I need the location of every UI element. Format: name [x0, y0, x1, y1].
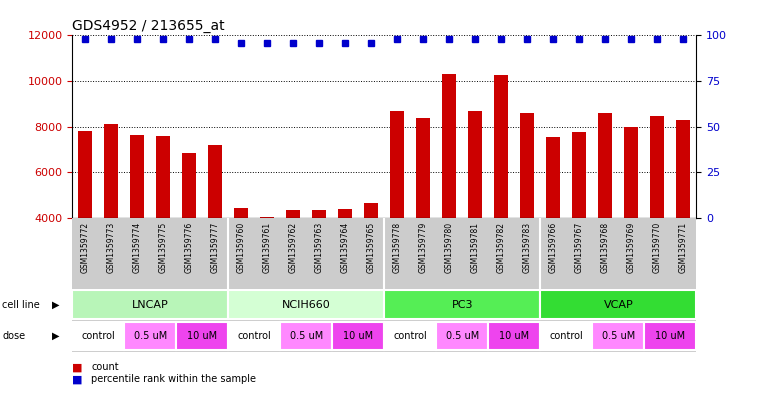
Text: GSM1359761: GSM1359761	[263, 222, 272, 273]
Bar	[624, 127, 638, 218]
Text: GSM1359774: GSM1359774	[133, 222, 142, 273]
Bar	[286, 210, 301, 218]
Bar	[177, 322, 228, 350]
Text: 0.5 uM: 0.5 uM	[602, 331, 635, 341]
Text: GSM1359778: GSM1359778	[393, 222, 402, 273]
Bar	[182, 153, 196, 218]
Bar	[130, 135, 145, 218]
Bar	[260, 217, 275, 218]
Text: GSM1359763: GSM1359763	[315, 222, 323, 273]
Text: dose: dose	[2, 331, 25, 341]
Bar	[540, 322, 592, 350]
Text: 10 uM: 10 uM	[187, 331, 218, 341]
Bar	[234, 208, 248, 218]
Text: GSM1359780: GSM1359780	[445, 222, 454, 273]
Bar	[228, 322, 280, 350]
Text: GSM1359770: GSM1359770	[653, 222, 662, 273]
Bar	[312, 210, 326, 218]
Text: percentile rank within the sample: percentile rank within the sample	[91, 374, 256, 384]
Bar	[592, 322, 645, 350]
Text: GSM1359771: GSM1359771	[679, 222, 688, 273]
Text: GSM1359768: GSM1359768	[601, 222, 610, 273]
Text: control: control	[549, 331, 583, 341]
Text: NCIH660: NCIH660	[282, 299, 331, 310]
Text: 0.5 uM: 0.5 uM	[446, 331, 479, 341]
Text: GSM1359760: GSM1359760	[237, 222, 246, 273]
Bar	[124, 322, 177, 350]
Bar	[72, 322, 124, 350]
Bar	[442, 74, 457, 218]
Bar	[156, 136, 170, 218]
Text: count: count	[91, 362, 119, 373]
Bar	[650, 116, 664, 218]
Bar	[365, 203, 378, 218]
Text: 10 uM: 10 uM	[655, 331, 686, 341]
Text: control: control	[81, 331, 115, 341]
Text: 10 uM: 10 uM	[499, 331, 530, 341]
Text: GSM1359772: GSM1359772	[81, 222, 90, 273]
Bar	[333, 322, 384, 350]
Text: GSM1359762: GSM1359762	[289, 222, 298, 273]
Text: ■: ■	[72, 374, 83, 384]
Bar	[546, 137, 560, 218]
Text: 0.5 uM: 0.5 uM	[134, 331, 167, 341]
Text: GSM1359775: GSM1359775	[159, 222, 167, 273]
Bar	[416, 118, 431, 218]
Text: GSM1359769: GSM1359769	[627, 222, 635, 273]
Bar	[78, 131, 92, 218]
Bar	[280, 322, 333, 350]
Bar	[494, 75, 508, 218]
Bar	[645, 322, 696, 350]
Text: GSM1359766: GSM1359766	[549, 222, 558, 273]
Bar	[677, 120, 690, 218]
Bar	[72, 290, 228, 319]
Text: LNCAP: LNCAP	[132, 299, 169, 310]
Text: ▶: ▶	[52, 331, 59, 341]
Bar	[104, 125, 119, 218]
Text: VCAP: VCAP	[603, 299, 633, 310]
Text: GSM1359767: GSM1359767	[575, 222, 584, 273]
Bar	[572, 132, 587, 218]
Bar	[540, 290, 696, 319]
Bar	[468, 111, 482, 218]
Text: GSM1359782: GSM1359782	[497, 222, 506, 273]
Bar	[598, 113, 613, 218]
Text: control: control	[237, 331, 271, 341]
Text: GSM1359776: GSM1359776	[185, 222, 194, 273]
Bar	[436, 322, 489, 350]
Text: GSM1359781: GSM1359781	[471, 222, 479, 273]
Text: 10 uM: 10 uM	[343, 331, 374, 341]
Text: ■: ■	[72, 362, 83, 373]
Bar	[390, 111, 404, 218]
Text: GSM1359764: GSM1359764	[341, 222, 350, 273]
Bar	[384, 322, 436, 350]
Text: GSM1359773: GSM1359773	[107, 222, 116, 273]
Bar	[489, 322, 540, 350]
Text: GSM1359779: GSM1359779	[419, 222, 428, 273]
Text: GSM1359777: GSM1359777	[211, 222, 220, 273]
Bar	[384, 290, 540, 319]
Text: PC3: PC3	[451, 299, 473, 310]
Text: 0.5 uM: 0.5 uM	[290, 331, 323, 341]
Bar	[209, 145, 222, 218]
Text: ▶: ▶	[52, 299, 59, 310]
Text: control: control	[393, 331, 427, 341]
Text: GSM1359783: GSM1359783	[523, 222, 532, 273]
Text: cell line: cell line	[2, 299, 40, 310]
Bar	[228, 290, 384, 319]
Bar	[338, 209, 352, 218]
Text: GSM1359765: GSM1359765	[367, 222, 376, 273]
Bar	[521, 113, 534, 218]
Text: GDS4952 / 213655_at: GDS4952 / 213655_at	[72, 19, 225, 33]
